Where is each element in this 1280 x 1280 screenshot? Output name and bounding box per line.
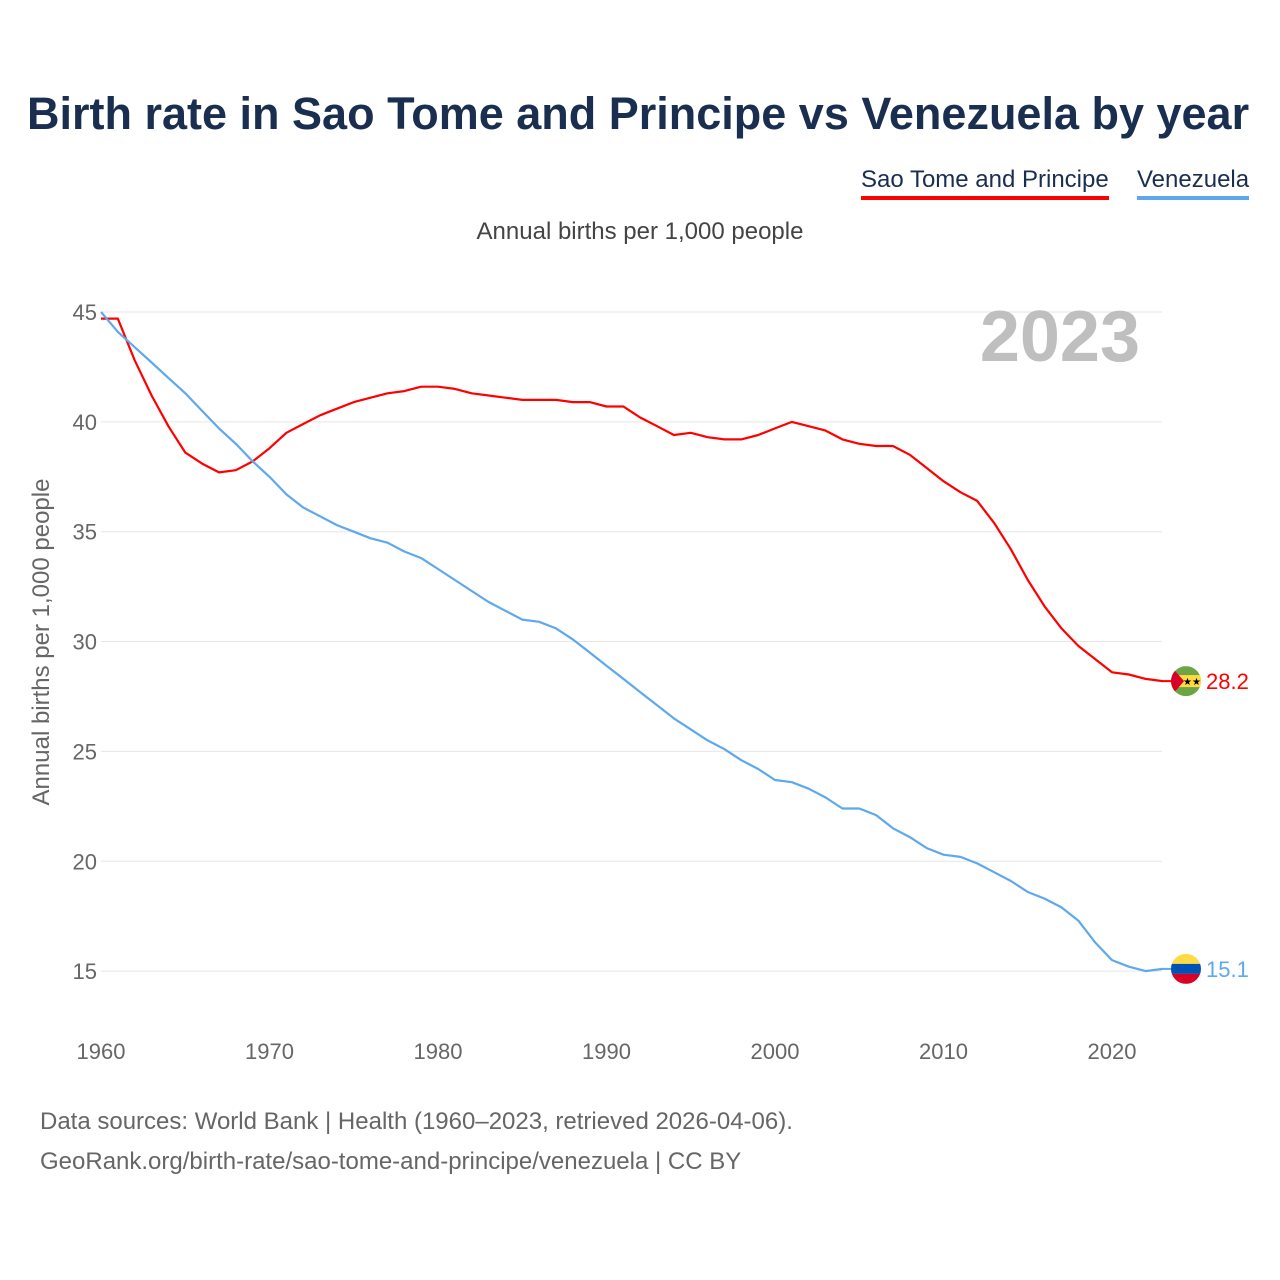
x-tick-label: 2000 xyxy=(751,1039,800,1064)
y-tick-label: 45 xyxy=(73,300,97,325)
data-source: Data sources: World Bank | Health (1960–… xyxy=(40,1108,793,1135)
venezuela-flag-icon xyxy=(1171,953,1201,984)
y-tick-label: 20 xyxy=(73,849,97,874)
y-tick-label: 35 xyxy=(73,520,97,545)
chart-title: Birth rate in Sao Tome and Principe vs V… xyxy=(27,88,1250,139)
series-line-venezuela xyxy=(100,311,1163,973)
year-watermark: 2023 xyxy=(980,297,1140,377)
x-tick-label: 1970 xyxy=(245,1039,294,1064)
y-tick-label: 30 xyxy=(73,630,97,655)
y-tick-label: 40 xyxy=(73,410,97,435)
source-url[interactable]: GeoRank.org/birth-rate/sao-tome-and-prin… xyxy=(40,1148,742,1175)
legend-venezuela[interactable]: Venezuela xyxy=(1137,166,1250,200)
end-value-label: 15.1 xyxy=(1206,957,1249,982)
x-tick-label: 2020 xyxy=(1088,1039,1137,1064)
sao-tome-flag-icon: ★★ xyxy=(1171,666,1201,697)
chart-subtitle: Annual births per 1,000 people xyxy=(476,218,804,245)
x-tick-label: 1960 xyxy=(77,1039,126,1064)
series-line-sao-tome xyxy=(101,317,1163,683)
svg-text:★★: ★★ xyxy=(1183,677,1201,688)
x-tick-label: 1980 xyxy=(414,1039,463,1064)
x-tick-label: 2010 xyxy=(919,1039,968,1064)
legend-sao-tome[interactable]: Sao Tome and Principe xyxy=(861,166,1109,200)
x-tick-label: 1990 xyxy=(582,1039,631,1064)
y-tick-label: 15 xyxy=(73,959,97,984)
end-value-label: 28.2 xyxy=(1206,669,1249,694)
y-tick-label: 25 xyxy=(73,739,97,764)
